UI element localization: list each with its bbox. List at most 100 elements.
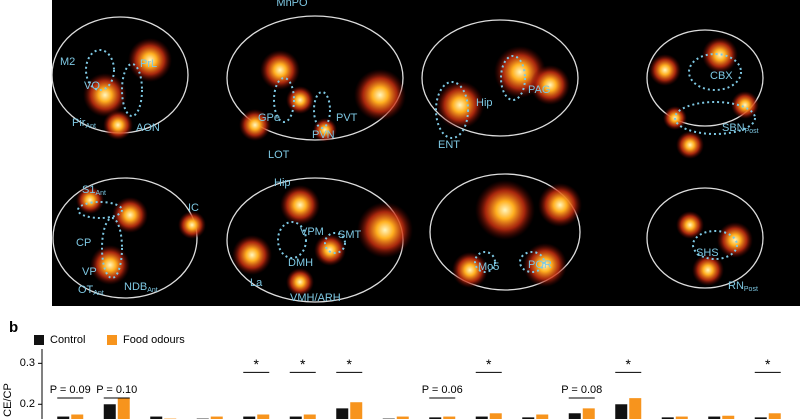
bar	[117, 398, 130, 419]
bar	[103, 404, 116, 419]
heat-spot	[717, 222, 753, 258]
heat-spot	[314, 234, 346, 266]
heat-spot	[286, 268, 314, 296]
bar	[708, 416, 721, 419]
roi-outline	[688, 53, 742, 91]
roi-outline	[435, 81, 469, 139]
region-label: VMH/ARH	[290, 292, 341, 304]
y-tick-label: 0.3	[20, 357, 35, 369]
region-label: PAG	[528, 84, 550, 96]
region-label: VO	[84, 80, 100, 92]
region-label: DMH	[288, 257, 313, 269]
region-name: Pir	[72, 117, 86, 129]
bar	[150, 416, 163, 419]
region-name: PAG	[528, 84, 550, 96]
bar	[429, 417, 442, 419]
region-subscript: Ant	[93, 290, 104, 297]
brain-outline	[421, 19, 579, 137]
legend-label: Control	[50, 334, 85, 346]
bar	[443, 416, 456, 419]
region-name: Hip	[476, 97, 493, 109]
heat-spot	[128, 38, 172, 82]
region-label: SMT	[338, 229, 362, 241]
region-name: ENT	[438, 139, 460, 151]
region-name: IC	[188, 202, 199, 214]
bar	[675, 416, 688, 419]
heat-spot	[112, 197, 148, 233]
bar	[396, 416, 409, 419]
heat-spot	[475, 180, 535, 240]
heat-spot	[286, 86, 314, 114]
bar	[57, 416, 70, 419]
bar	[768, 413, 781, 419]
brain-outline	[646, 187, 764, 289]
legend-swatch	[34, 335, 44, 345]
heat-spot	[280, 185, 320, 225]
region-name: PrL	[140, 58, 157, 70]
region-name: GPe	[258, 112, 280, 124]
bar	[336, 408, 349, 419]
region-subscript: Ant	[95, 190, 106, 197]
roi-outline	[85, 49, 115, 91]
roi-outline	[313, 91, 331, 129]
p-value-label: P = 0.08	[561, 384, 602, 396]
region-name: PVT	[336, 112, 358, 124]
roi-outline	[277, 221, 307, 259]
panel-label: b	[9, 319, 18, 336]
region-subscript: Post	[745, 128, 759, 135]
region-name: POR	[528, 259, 552, 271]
heat-spot	[676, 211, 704, 239]
region-subscript: Ant	[147, 287, 158, 294]
y-tick-label: 0.2	[20, 398, 35, 410]
roi-outline	[500, 55, 526, 101]
heat-spot	[76, 186, 104, 214]
bar	[536, 414, 549, 419]
heat-spot	[649, 54, 681, 86]
heat-spot	[530, 65, 570, 105]
region-subscript: Post	[744, 286, 758, 293]
roi-outline	[692, 230, 738, 260]
roi-outline	[273, 77, 295, 123]
region-label: ENT	[438, 139, 460, 151]
region-name: PVN	[312, 129, 335, 141]
region-name: Mo5	[478, 261, 499, 273]
bar	[71, 414, 84, 419]
heat-spot	[692, 254, 724, 286]
region-label: CBX	[710, 70, 733, 82]
region-name: Hip	[274, 177, 291, 189]
heat-spot	[232, 235, 272, 275]
heat-spot	[676, 131, 704, 159]
bar	[661, 417, 674, 419]
region-label: Mo5	[478, 261, 499, 273]
region-name: CP	[76, 237, 91, 249]
heat-spot	[260, 50, 300, 90]
region-label: S1Ant	[82, 184, 106, 197]
significance-star: *	[486, 356, 492, 372]
region-name: S1	[82, 184, 95, 196]
roi-outline	[121, 63, 143, 117]
bar	[475, 416, 488, 419]
significance-star: *	[626, 356, 632, 372]
heat-spot	[702, 37, 738, 73]
legend-swatch	[107, 335, 117, 345]
heat-spot	[523, 243, 567, 287]
region-name: SMT	[338, 229, 362, 241]
brain-outline	[226, 15, 404, 141]
bar	[257, 414, 270, 419]
region-name: La	[250, 277, 263, 289]
region-label: PirAnt	[72, 117, 96, 130]
region-label: PVT	[336, 112, 358, 124]
region-name: VO	[84, 80, 100, 92]
p-value-label: P = 0.06	[422, 384, 463, 396]
region-label: IC	[188, 202, 199, 214]
region-name: DMH	[288, 257, 313, 269]
roi-outline	[674, 101, 756, 135]
region-label: AON	[136, 122, 160, 134]
roi-outline	[474, 251, 496, 273]
panel-a-background	[52, 0, 800, 306]
region-label: GPe	[258, 112, 280, 124]
significance-star: *	[765, 356, 771, 372]
region-subscript: Ant	[85, 123, 96, 130]
region-name: RN	[728, 280, 744, 292]
